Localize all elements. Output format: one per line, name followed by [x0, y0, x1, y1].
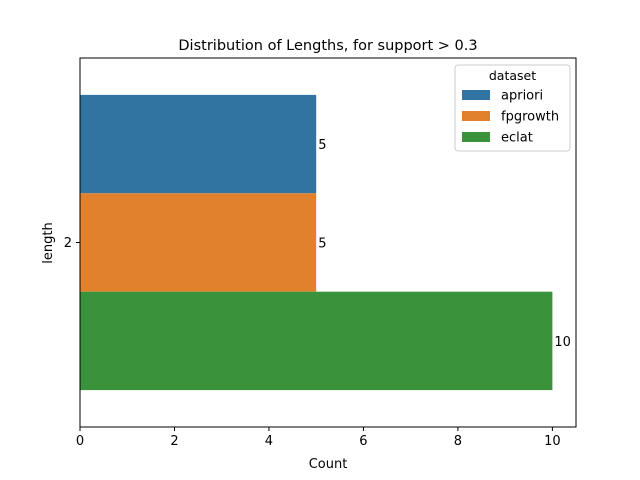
legend-items-group: apriori fpgrowth eclat — [462, 89, 559, 146]
chart-title: Distribution of Lengths, for support > 0… — [178, 38, 477, 54]
legend-label-fpgrowth: fpgrowth — [501, 110, 559, 125]
legend: dataset apriori fpgrowth eclat — [454, 64, 571, 152]
legend-label-apriori: apriori — [501, 89, 543, 104]
x-tick-label: 0 — [76, 434, 84, 449]
legend-frame — [454, 64, 571, 152]
x-tick-label: 6 — [359, 434, 367, 449]
bar-apriori — [80, 94, 317, 194]
bar-fpgrowth — [80, 193, 317, 292]
bar-eclat — [80, 291, 553, 391]
x-axis-label: Count — [309, 457, 348, 472]
x-tick-label: 8 — [454, 434, 462, 449]
legend-swatch-apriori — [462, 90, 490, 100]
x-tick-label: 10 — [544, 434, 561, 449]
y-axis-ticks: 2 — [64, 236, 80, 251]
legend-swatch-fpgrowth — [462, 111, 490, 121]
legend-title: dataset — [489, 68, 536, 83]
bar-labels-group: 5 5 10 — [318, 138, 571, 350]
bar-label-eclat: 10 — [554, 335, 571, 350]
x-axis-ticks: 0 2 4 6 8 10 — [76, 427, 561, 449]
y-tick-label: 2 — [64, 236, 72, 251]
legend-label-eclat: eclat — [501, 131, 533, 146]
bar-label-apriori: 5 — [318, 138, 326, 153]
bars-group — [80, 94, 553, 391]
legend-swatch-eclat — [462, 132, 490, 142]
x-tick-label: 2 — [170, 434, 178, 449]
bar-label-fpgrowth: 5 — [318, 237, 326, 252]
x-tick-label: 4 — [265, 434, 273, 449]
y-axis-label: length — [41, 222, 56, 263]
